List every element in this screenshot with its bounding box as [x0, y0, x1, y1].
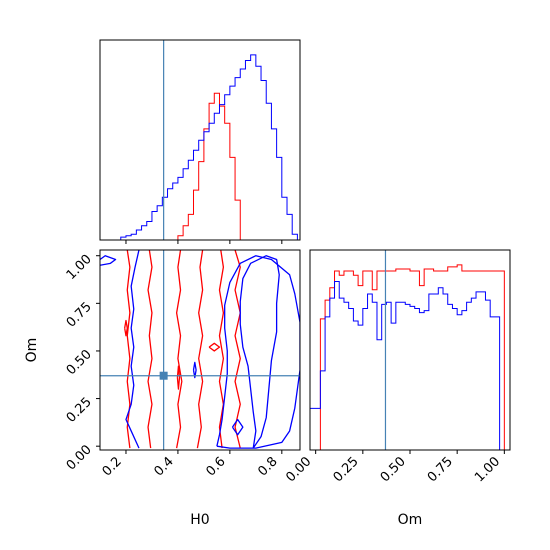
- hist-H0-series-0: [100, 92, 298, 241]
- hist-Om-xtick-label: 0.75: [425, 454, 456, 485]
- joint-H0-Om-frame: [99, 249, 301, 451]
- joint-H0-Om-contour-0-5: [218, 250, 225, 449]
- joint-H0-Om-ytick-label: 0.75: [64, 300, 95, 331]
- hist-H0-frame: [99, 39, 301, 241]
- joint-H0-Om-contour-0-6: [124, 319, 128, 337]
- hist-Om-xlabel: Om: [398, 512, 423, 528]
- joint-H0-Om-truth-marker: [159, 371, 168, 380]
- hist-Om-xtick-label: 0.50: [378, 454, 409, 485]
- joint-H0-Om-ytick-label: 0.25: [64, 395, 95, 426]
- hist-Om-series-1: [309, 280, 510, 451]
- joint-H0-Om-ytick-label: 0.50: [64, 347, 95, 378]
- hist-Om-xtick-label: 0.25: [331, 454, 362, 485]
- hist-Om-xtick-label: 0.00: [283, 454, 314, 485]
- joint-H0-Om-contour-0-4: [196, 250, 204, 449]
- joint-H0-Om-contour-0-3: [234, 250, 241, 449]
- joint-H0-Om-contour-0-1: [147, 250, 153, 449]
- hist-Om-panel: [309, 250, 510, 451]
- hist-Om-xtick-label: 1.00: [472, 454, 503, 485]
- joint-H0-Om-ylabel: Om: [24, 338, 40, 363]
- joint-H0-Om-contour-0-7: [176, 365, 181, 390]
- joint-H0-Om-xlabel: H0: [190, 512, 209, 528]
- joint-H0-Om-contour-1-4: [192, 361, 197, 379]
- joint-H0-Om-contour-1-5: [231, 418, 244, 436]
- joint-H0-Om-contour-0-2: [175, 250, 183, 449]
- joint-H0-Om-contour-1-3: [100, 255, 117, 266]
- joint-H0-Om-contour-1-0: [125, 250, 140, 449]
- hist-H0-series-1: [100, 54, 298, 241]
- joint-H0-Om-xtick-label: 0.2: [100, 454, 125, 479]
- hist-Om-frame: [309, 249, 511, 451]
- joint-H0-Om-contour-0-0: [126, 250, 131, 449]
- joint-H0-Om-ytick-label: 1.00: [64, 252, 95, 283]
- joint-H0-Om-panel: [100, 250, 300, 450]
- joint-H0-Om-xtick-label: 0.4: [152, 454, 177, 479]
- hist-H0-panel: [100, 40, 298, 241]
- joint-H0-Om-xtick-label: 0.8: [255, 454, 280, 479]
- joint-H0-Om-contour-0-8: [208, 342, 221, 352]
- joint-H0-Om-ytick-label: 0.00: [64, 442, 95, 473]
- joint-H0-Om-contour-1-2: [216, 255, 300, 449]
- joint-H0-Om-contour-1-1: [239, 255, 280, 449]
- joint-H0-Om-xtick-label: 0.6: [203, 454, 228, 479]
- hist-Om-series-0: [310, 264, 510, 451]
